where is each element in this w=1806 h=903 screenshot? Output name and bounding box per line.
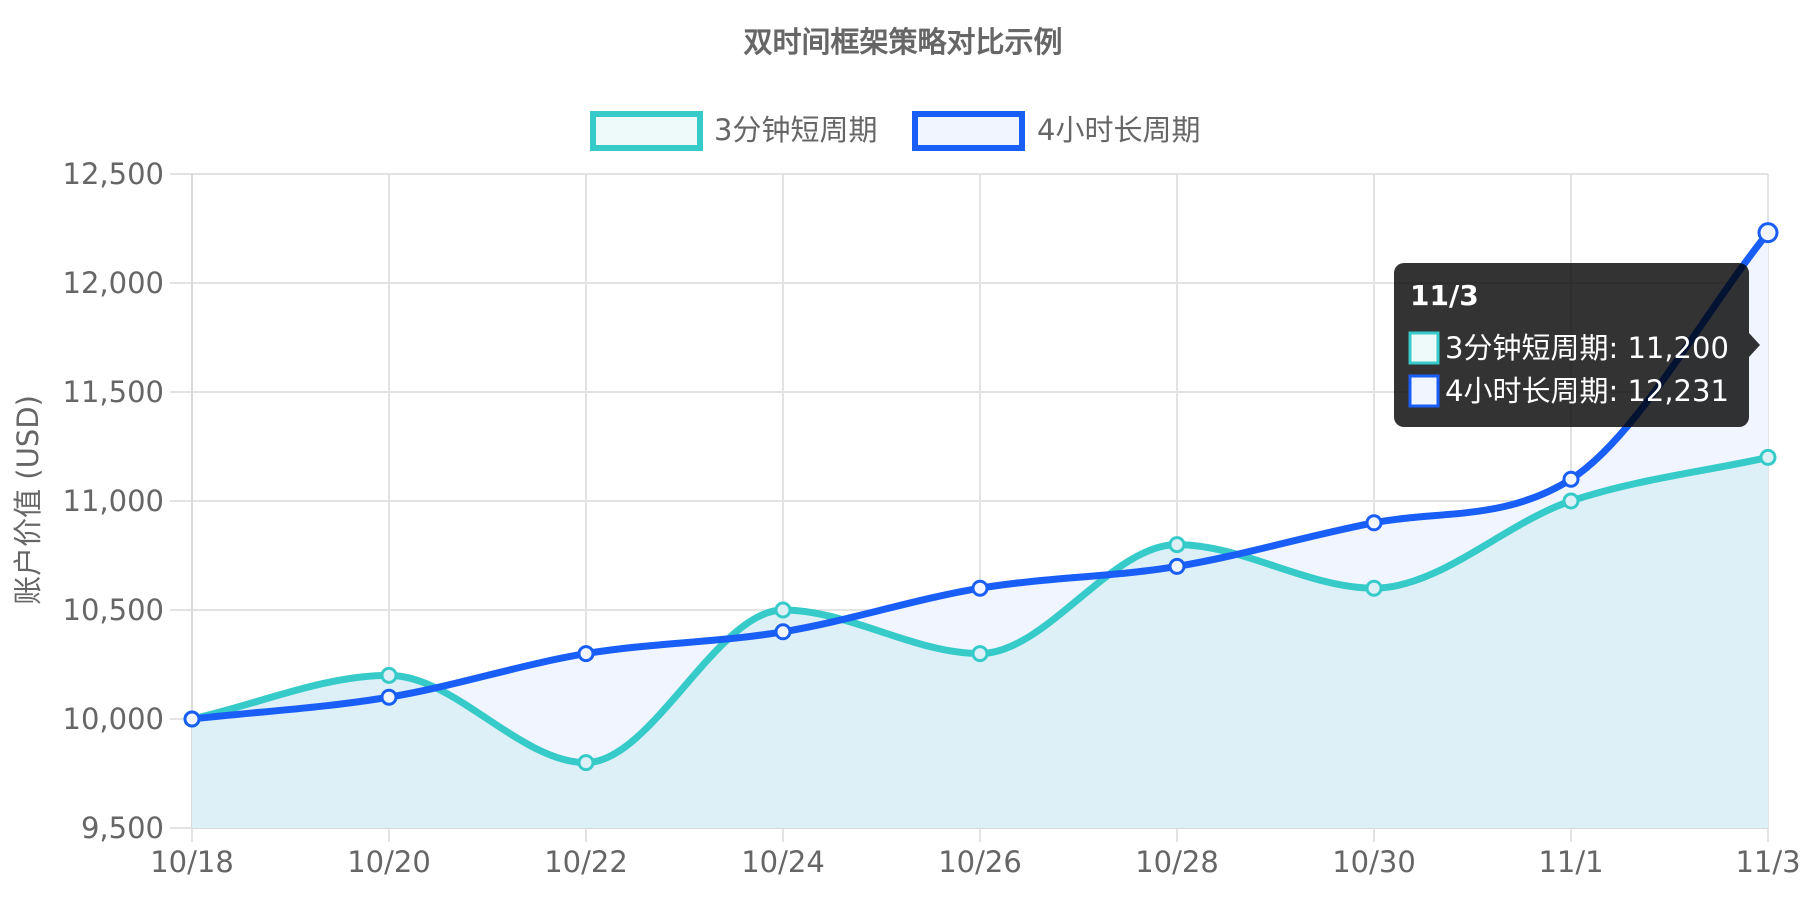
data-point-long[interactable] [183,710,201,728]
y-axis-title: 账户价值 (USD) [11,395,45,605]
data-point-short[interactable] [1562,492,1580,510]
legend-swatch-short [590,111,703,151]
legend-label-short: 3分钟短周期 [714,113,877,147]
data-point-long[interactable] [1365,514,1383,532]
data-point-long[interactable] [380,688,398,706]
tooltip-swatch-long [1408,374,1440,408]
x-tick-label: 11/3 [1735,845,1800,879]
data-point-short[interactable] [577,754,595,772]
data-point-long[interactable] [1757,222,1779,244]
y-axis-ticks: 9,500 10,000 10,500 11,000 11,500 12,000 12,50… [63,157,164,845]
y-tick-label: 12,000 [63,266,164,300]
y-tick-label: 11,500 [63,375,164,409]
data-point-long[interactable] [971,579,989,597]
legend-item-short[interactable]: 3分钟短周期 [590,111,877,151]
y-tick-label: 10,500 [63,593,164,627]
chart-title: 双时间框架策略对比示例 [743,25,1062,59]
y-tick-label: 11,000 [63,484,164,518]
series-areas [192,232,1768,829]
data-point-long[interactable] [1168,557,1186,575]
x-tick-label: 10/18 [150,845,234,879]
legend: 3分钟短周期 4小时长周期 [590,111,1200,151]
x-tick-label: 10/22 [544,845,628,879]
tooltip-line-long: 4小时长周期: 12,231 [1445,374,1729,408]
y-tick-label: 10,000 [63,702,164,736]
x-tick-label: 11/1 [1538,845,1603,879]
y-tick-label: 9,500 [81,811,164,845]
data-point-long[interactable] [1562,470,1580,488]
area-short [192,457,1768,828]
data-point-short[interactable] [971,645,989,663]
tooltip-caret [1749,333,1760,357]
y-tick-label: 12,500 [63,157,164,191]
legend-item-long[interactable]: 4小时长周期 [912,111,1200,151]
legend-swatch-long [912,111,1025,151]
legend-label-long: 4小时长周期 [1037,113,1200,147]
series-points [183,222,1779,772]
tooltip-line-short: 3分钟短周期: 11,200 [1445,331,1729,365]
data-point-short[interactable] [774,601,792,619]
data-point-short[interactable] [1365,579,1383,597]
data-point-short[interactable] [1759,448,1777,466]
data-point-long[interactable] [577,645,595,663]
x-tick-label: 10/26 [938,845,1022,879]
tooltip-swatch-short [1408,331,1440,365]
x-tick-label: 10/24 [741,845,825,879]
tooltip-box [1394,263,1749,427]
x-tick-label: 10/28 [1135,845,1219,879]
x-tick-label: 10/30 [1332,845,1416,879]
data-point-short[interactable] [1168,536,1186,554]
data-point-short[interactable] [380,666,398,684]
data-point-long[interactable] [774,623,792,641]
x-axis-ticks: 10/18 10/20 10/22 10/24 10/26 10/28 10/30 11/1 1… [150,845,1800,879]
tooltip: 11/3 3分钟短周期: 11,200 4小时长周期: 12,231 [1394,263,1760,427]
tooltip-title: 11/3 [1410,279,1479,312]
x-tick-label: 10/20 [347,845,431,879]
